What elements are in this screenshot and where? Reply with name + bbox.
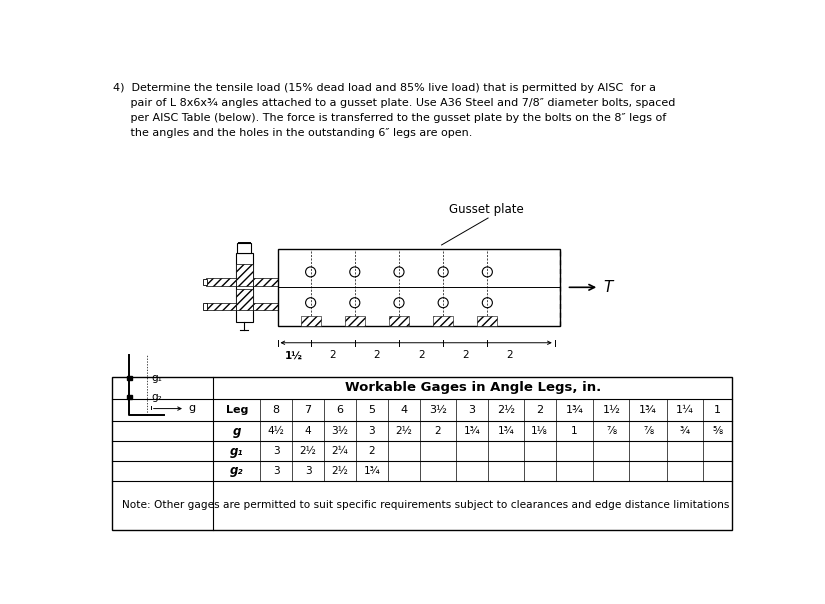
- Polygon shape: [236, 252, 252, 322]
- Text: 1⅛: 1⅛: [531, 426, 548, 436]
- Text: the angles and the holes in the outstanding 6″ legs are open.: the angles and the holes in the outstand…: [113, 128, 473, 138]
- Text: Gusset plate: Gusset plate: [450, 204, 524, 216]
- Polygon shape: [345, 316, 365, 326]
- Text: Note: Other gages are permitted to suit specific requirements subject to clearan: Note: Other gages are permitted to suit …: [122, 500, 729, 510]
- Text: 2: 2: [435, 426, 441, 436]
- Polygon shape: [203, 279, 207, 285]
- Text: 2: 2: [506, 350, 512, 361]
- Text: 2¼: 2¼: [332, 446, 348, 456]
- Text: 3: 3: [469, 405, 475, 415]
- Text: 1¾: 1¾: [497, 426, 514, 436]
- Text: 6: 6: [337, 405, 343, 415]
- Polygon shape: [203, 303, 207, 310]
- Text: 2: 2: [374, 350, 380, 361]
- Text: 7: 7: [304, 405, 312, 415]
- Text: 5: 5: [369, 405, 375, 415]
- Polygon shape: [281, 303, 285, 310]
- Text: g₂: g₂: [151, 392, 162, 402]
- Polygon shape: [236, 289, 252, 310]
- Text: per AISC Table (below). The force is transferred to the gusset plate by the bolt: per AISC Table (below). The force is tra…: [113, 114, 667, 123]
- Text: 2½: 2½: [497, 405, 515, 415]
- Text: ¾: ¾: [680, 426, 690, 436]
- Polygon shape: [477, 316, 497, 326]
- Text: g₁: g₁: [230, 445, 243, 458]
- Text: 1: 1: [571, 426, 578, 436]
- Polygon shape: [206, 278, 236, 286]
- Polygon shape: [238, 243, 251, 252]
- Text: 4½: 4½: [268, 426, 285, 436]
- Text: 1¾: 1¾: [364, 466, 380, 476]
- Polygon shape: [300, 316, 321, 326]
- Text: 1¾: 1¾: [566, 405, 583, 415]
- Text: 2: 2: [369, 446, 375, 456]
- Text: 3: 3: [304, 466, 312, 476]
- Text: 1¾: 1¾: [464, 426, 480, 436]
- Text: 4: 4: [400, 405, 408, 415]
- Text: g₂: g₂: [230, 464, 243, 477]
- Text: 3: 3: [369, 426, 375, 436]
- Text: 2½: 2½: [395, 426, 412, 436]
- Polygon shape: [252, 278, 282, 286]
- Polygon shape: [389, 316, 409, 326]
- Text: ⅞: ⅞: [606, 426, 616, 436]
- Polygon shape: [252, 303, 282, 310]
- Polygon shape: [281, 279, 285, 285]
- Text: g₁: g₁: [151, 373, 162, 383]
- Text: 1¼: 1¼: [676, 405, 694, 415]
- Text: 2½: 2½: [332, 466, 348, 476]
- Text: 4: 4: [304, 426, 311, 436]
- Text: 3½: 3½: [429, 405, 447, 415]
- Text: 8: 8: [272, 405, 280, 415]
- Text: 1½: 1½: [602, 405, 620, 415]
- Text: 2: 2: [417, 350, 424, 361]
- Polygon shape: [433, 316, 453, 326]
- Polygon shape: [127, 395, 132, 399]
- Text: 3: 3: [273, 466, 280, 476]
- Polygon shape: [112, 378, 733, 530]
- Text: Leg: Leg: [225, 405, 248, 415]
- Polygon shape: [236, 264, 252, 286]
- Text: ⅞: ⅞: [643, 426, 653, 436]
- Text: ⅝: ⅝: [713, 426, 723, 436]
- Polygon shape: [127, 376, 132, 380]
- Polygon shape: [277, 249, 560, 326]
- Text: 2½: 2½: [299, 446, 317, 456]
- Text: 2: 2: [536, 405, 544, 415]
- Polygon shape: [206, 303, 236, 310]
- Text: 1: 1: [714, 405, 721, 415]
- Text: 2: 2: [329, 350, 336, 361]
- Text: 4)  Determine the tensile load (15% dead load and 85% live load) that is permitt: 4) Determine the tensile load (15% dead …: [113, 83, 656, 93]
- Text: g: g: [188, 403, 196, 413]
- Text: 1¾: 1¾: [639, 405, 657, 415]
- Text: g: g: [233, 425, 241, 438]
- Text: 3½: 3½: [332, 426, 348, 436]
- Text: 1½: 1½: [285, 350, 303, 361]
- Text: T: T: [604, 280, 613, 295]
- Text: pair of L 8x6x¾ angles attached to a gusset plate. Use A36 Steel and 7/8″ diamet: pair of L 8x6x¾ angles attached to a gus…: [113, 98, 676, 108]
- Text: Workable Gages in Angle Legs, in.: Workable Gages in Angle Legs, in.: [345, 382, 601, 394]
- Text: 3: 3: [273, 446, 280, 456]
- Text: 2: 2: [462, 350, 469, 361]
